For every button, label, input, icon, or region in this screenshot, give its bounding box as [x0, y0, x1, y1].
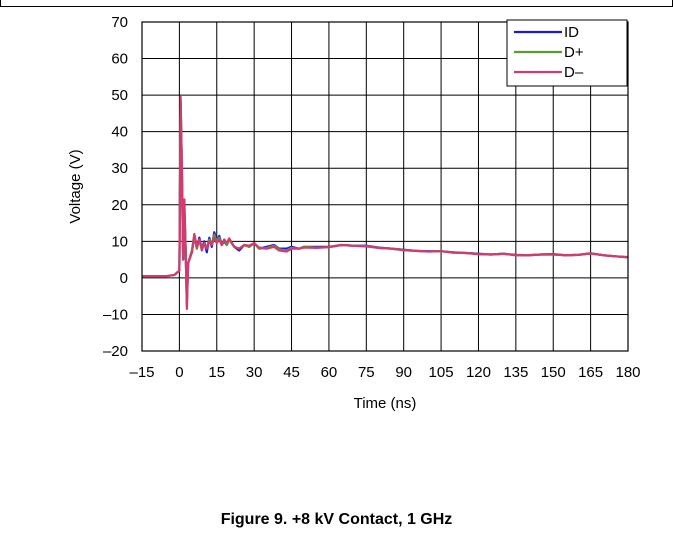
y-tick-label: 20: [111, 197, 128, 214]
x-tick-label: 60: [321, 364, 338, 381]
y-tick-label: 0: [120, 270, 128, 287]
x-tick-label: 120: [466, 364, 491, 381]
y-tick-label: 10: [111, 233, 128, 250]
x-tick-label: 165: [578, 364, 603, 381]
y-tick-label: 40: [111, 124, 128, 141]
x-tick-label: 150: [541, 364, 566, 381]
y-tick-label: –20: [103, 343, 128, 360]
y-tick-label: –10: [103, 306, 128, 323]
y-axis-ticks: –20 –10 0 10 20 30 40 50 60 70: [103, 14, 128, 360]
y-tick-label: 70: [111, 14, 128, 31]
top-rule: [0, 6, 673, 7]
x-tick-label: 0: [175, 364, 183, 381]
x-tick-label: 30: [246, 364, 263, 381]
y-axis-label: Voltage (V): [67, 149, 84, 223]
series-line-0: [142, 101, 629, 305]
x-tick-label: 15: [208, 364, 225, 381]
x-tick-label: 45: [283, 364, 300, 381]
x-tick-label: –15: [129, 364, 154, 381]
y-tick-label: 60: [111, 51, 128, 68]
legend-label-0: ID: [564, 24, 579, 41]
series-layer: [142, 95, 629, 311]
y-tick-label: 50: [111, 87, 128, 104]
figure-caption: Figure 9. +8 kV Contact, 1 GHz: [220, 511, 453, 528]
x-tick-label: 90: [395, 364, 412, 381]
x-axis-label: Time (ns): [354, 395, 417, 412]
x-tick-label: 180: [615, 364, 640, 381]
y-tick-label: 30: [111, 160, 128, 177]
plot-frame: [141, 21, 629, 352]
x-tick-label: 75: [358, 364, 375, 381]
x-tick-label: 135: [503, 364, 528, 381]
voltage-time-chart: –15 0 15 30 45 60 75 90 105 120 135 150 165 180 –20–1…: [67, 14, 641, 412]
legend-label-2: D–: [564, 64, 584, 81]
x-tick-label: 105: [429, 364, 454, 381]
top-rule-left-tick: [0, 0, 1, 7]
x-axis-ticks: –15 0 15 30 45 60 75 90 105 120 135 150 165 180: [129, 364, 640, 381]
legend: ID D+ D–: [506, 19, 628, 87]
legend-label-1: D+: [564, 44, 584, 61]
series-line-2: [142, 95, 629, 311]
